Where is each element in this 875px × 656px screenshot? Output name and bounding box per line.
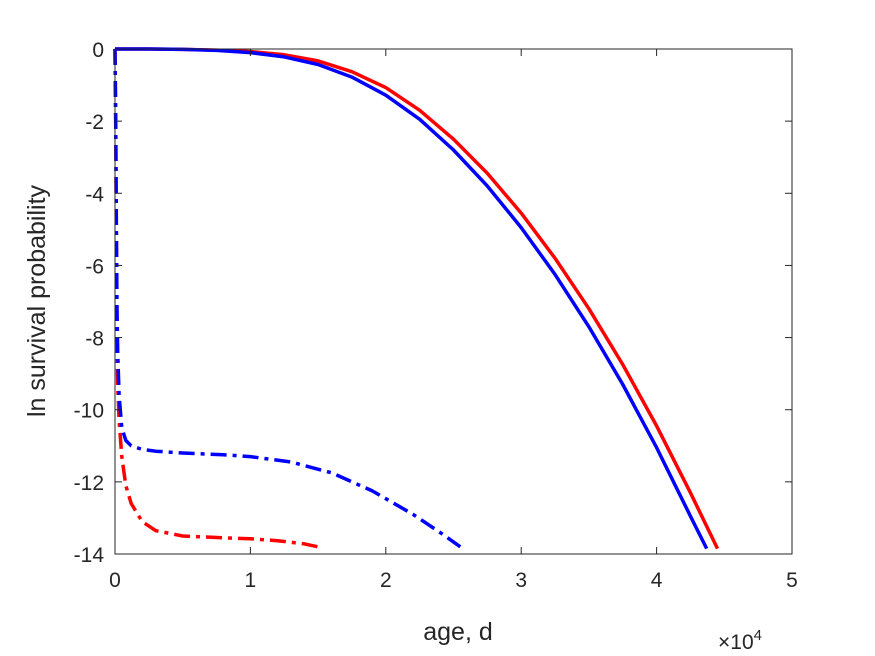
y-tick-label: 0	[92, 39, 104, 62]
y-tick-label: -10	[74, 400, 104, 423]
y-tick-label: -2	[85, 111, 104, 134]
y-tick-label: -14	[74, 544, 105, 567]
y-tick-label: -4	[85, 183, 104, 206]
y-tick-label: -12	[74, 472, 104, 495]
axes-box	[114, 48, 793, 555]
x-axis-label: age, d	[423, 618, 493, 646]
y-tick-label: -6	[85, 255, 104, 278]
axes-layer: 0 1 2 3 4 5 0 -2 -4 -6 -8 -10 -12 -14	[74, 39, 798, 592]
plot-area	[115, 49, 792, 554]
x-axis-exponent-power: 4	[754, 627, 762, 644]
x-axis-exponent-label: ×104	[718, 627, 762, 654]
series-layer	[113, 47, 720, 550]
series-line-2-solid	[115, 47, 709, 550]
x-tick-label: 4	[651, 569, 663, 592]
x-axis-exponent-base: ×10	[718, 631, 754, 654]
y-tick-label: -8	[85, 328, 104, 351]
series-line-4-dashdot	[113, 48, 462, 549]
x-tick-label: 2	[380, 569, 392, 592]
y-axis-label: ln survival probability	[23, 184, 51, 417]
x-tick-label: 0	[109, 569, 121, 592]
labels-layer: age, d ln survival probability ×104	[23, 184, 762, 654]
x-tick-label: 3	[515, 569, 527, 592]
x-tick-label: 5	[786, 569, 798, 592]
x-tick-label: 1	[245, 569, 257, 592]
